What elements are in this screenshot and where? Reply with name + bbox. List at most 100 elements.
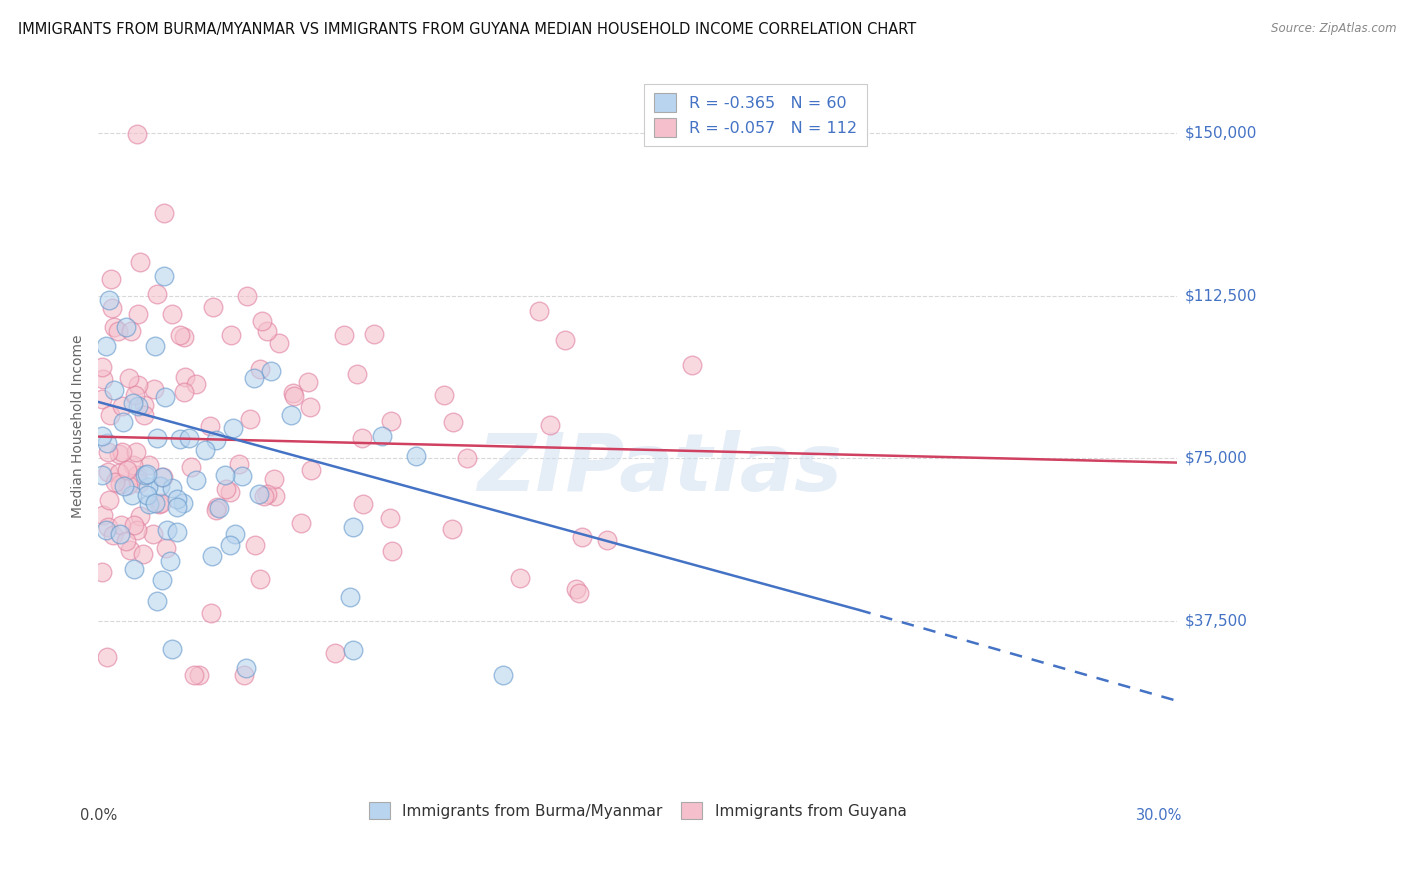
Point: [115, 463, 138, 477]
Point: [115, 319, 138, 334]
Point: [194, 443, 217, 458]
Point: [150, 496, 173, 510]
Point: [135, 488, 157, 502]
Point: [247, 487, 270, 501]
Point: [492, 667, 515, 681]
Point: [207, 500, 229, 515]
Point: [156, 523, 179, 537]
Text: $37,500: $37,500: [1185, 613, 1249, 628]
Legend: Immigrants from Burma/Myanmar, Immigrants from Guyana: Immigrants from Burma/Myanmar, Immigrant…: [363, 796, 912, 825]
Point: [96, 339, 118, 353]
Point: [103, 319, 125, 334]
Point: [96, 650, 118, 665]
Point: [153, 206, 176, 220]
Point: [290, 516, 312, 531]
Point: [298, 400, 321, 414]
Point: [363, 327, 385, 342]
Point: [260, 364, 283, 378]
Point: [121, 396, 143, 410]
Point: [236, 289, 259, 303]
Y-axis label: Median Household Income: Median Household Income: [72, 334, 86, 517]
Point: [180, 460, 202, 475]
Point: [91, 429, 114, 443]
Point: [160, 641, 183, 656]
Point: [145, 431, 167, 445]
Text: 0.0%: 0.0%: [80, 808, 117, 823]
Point: [263, 472, 285, 486]
Point: [440, 522, 463, 536]
Point: [350, 431, 373, 445]
Point: [124, 562, 146, 576]
Point: [256, 487, 278, 501]
Point: [128, 508, 150, 523]
Point: [215, 482, 238, 496]
Point: [114, 533, 136, 548]
Point: [222, 421, 245, 435]
Point: [280, 408, 302, 422]
Point: [125, 468, 148, 483]
Point: [108, 447, 131, 461]
Point: [100, 301, 122, 316]
Text: $75,000: $75,000: [1185, 450, 1247, 466]
Text: Source: ZipAtlas.com: Source: ZipAtlas.com: [1271, 22, 1396, 36]
Point: [127, 399, 149, 413]
Point: [101, 528, 124, 542]
Point: [152, 470, 174, 484]
Point: [333, 327, 356, 342]
Point: [380, 413, 402, 427]
Point: [249, 361, 271, 376]
Point: [146, 594, 169, 608]
Text: 30.0%: 30.0%: [1136, 808, 1182, 823]
Point: [177, 431, 200, 445]
Point: [184, 473, 207, 487]
Point: [97, 445, 120, 459]
Point: [297, 376, 319, 390]
Point: [112, 479, 135, 493]
Text: $112,500: $112,500: [1185, 288, 1257, 303]
Point: [108, 466, 131, 480]
Point: [118, 371, 141, 385]
Point: [352, 498, 374, 512]
Point: [110, 477, 132, 491]
Point: [238, 412, 260, 426]
Point: [166, 500, 188, 515]
Point: [125, 445, 148, 459]
Point: [325, 646, 347, 660]
Point: [160, 481, 183, 495]
Point: [100, 272, 122, 286]
Point: [681, 358, 703, 372]
Point: [136, 480, 159, 494]
Point: [567, 586, 589, 600]
Point: [554, 333, 576, 347]
Point: [128, 476, 150, 491]
Point: [252, 490, 274, 504]
Point: [172, 496, 194, 510]
Point: [169, 432, 191, 446]
Point: [132, 547, 155, 561]
Point: [243, 538, 266, 552]
Point: [142, 527, 165, 541]
Point: [231, 468, 253, 483]
Point: [218, 537, 240, 551]
Point: [155, 390, 177, 404]
Point: [111, 399, 134, 413]
Point: [166, 525, 188, 540]
Point: [538, 418, 561, 433]
Point: [159, 553, 181, 567]
Point: [571, 530, 593, 544]
Point: [263, 489, 285, 503]
Point: [509, 571, 531, 585]
Point: [97, 465, 120, 479]
Point: [143, 495, 166, 509]
Point: [371, 429, 394, 443]
Point: [110, 517, 132, 532]
Point: [235, 661, 257, 675]
Point: [299, 463, 322, 477]
Point: [166, 491, 188, 506]
Point: [204, 503, 226, 517]
Point: [202, 300, 225, 314]
Point: [142, 382, 165, 396]
Point: [381, 543, 404, 558]
Point: [138, 497, 160, 511]
Point: [208, 501, 231, 516]
